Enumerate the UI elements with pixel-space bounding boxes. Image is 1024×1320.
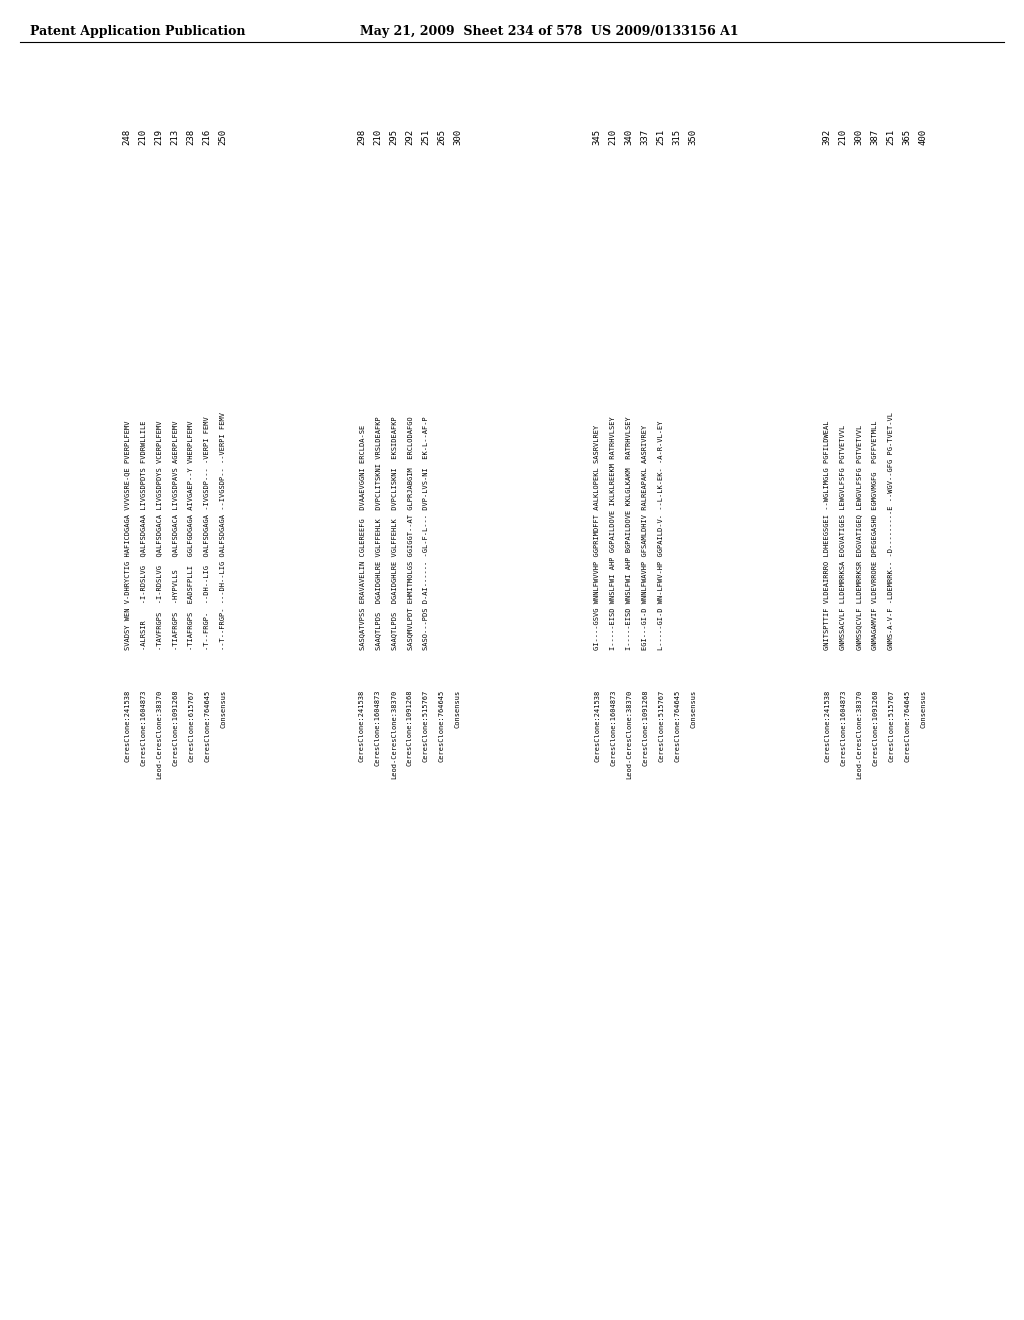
Text: CeresClone:1091268: CeresClone:1091268 [407,690,413,767]
Text: 250: 250 [218,129,227,145]
Text: 292: 292 [406,129,415,145]
Text: CeresClone:1604873: CeresClone:1604873 [610,690,616,767]
Text: CeresClone:1091268: CeresClone:1091268 [642,690,648,767]
Text: SVADSY WEN V-DHRYCTIG HAFICDGAGA VVVGSRE-QE PVERPLFEMV: SVADSY WEN V-DHRYCTIG HAFICDGAGA VVVGSRE… [124,421,130,649]
Text: I-----EISD WNSLFWI AHP BGPAILDOVE KKLGLKAKM  RATRHVLSEY: I-----EISD WNSLFWI AHP BGPAILDOVE KKLGLK… [626,416,632,649]
Text: CeresClone:515767: CeresClone:515767 [658,690,664,762]
Text: 251: 251 [422,129,430,145]
Text: --T--FRGP- ---DH--LIG OALFSDGAGA --IVGSDP-- --VERPI FEMV: --T--FRGP- ---DH--LIG OALFSDGAGA --IVGSD… [220,412,226,649]
Text: I-----EISD WNSLFWI AHP GGPAILDOVE IKLKLREEKM RATRHVLSEY: I-----EISD WNSLFWI AHP GGPAILDOVE IKLKLR… [610,416,616,649]
Text: SAAQTLPDS  DGAIDGHLRE VGLFFEHLK  DVPCLISKNI  EKSIDEAFKP: SAAQTLPDS DGAIDGHLRE VGLFFEHLK DVPCLISKN… [391,416,397,649]
Text: GNITSPTTIF VLDEAIRRRO LDHEEGSGEI --WGLIMGLG PGFILDWEAL: GNITSPTTIF VLDEAIRRRO LDHEEGSGEI --WGLIM… [824,421,830,649]
Text: CeresClone:515767: CeresClone:515767 [888,690,894,762]
Text: 300: 300 [854,129,863,145]
Text: CeresClone:241538: CeresClone:241538 [359,690,365,762]
Text: May 21, 2009  Sheet 234 of 578  US 2009/0133156 A1: May 21, 2009 Sheet 234 of 578 US 2009/01… [360,25,738,38]
Text: 387: 387 [870,129,880,145]
Text: -TIAFRGPS  -HYPVLLS   QALFSDGACA LIVGSDPAVS AGERPLFEMV: -TIAFRGPS -HYPVLLS QALFSDGACA LIVGSDPAVS… [172,421,178,649]
Text: Patent Application Publication: Patent Application Publication [30,25,246,38]
Text: SASQATVPSS ERAVAVELIN CGLEREEFG  DVAAEVGGNI ERCLDA-SE: SASQATVPSS ERAVAVELIN CGLEREEFG DVAAEVGG… [359,425,365,649]
Text: CeresClone:764645: CeresClone:764645 [674,690,680,762]
Text: CeresClone:241538: CeresClone:241538 [124,690,130,762]
Text: 340: 340 [625,129,634,145]
Text: 251: 251 [887,129,896,145]
Text: CeresClone:515767: CeresClone:515767 [423,690,429,762]
Text: 219: 219 [155,129,164,145]
Text: 300: 300 [454,129,463,145]
Text: CeresClone:764645: CeresClone:764645 [204,690,210,762]
Text: CeresClone:764645: CeresClone:764645 [904,690,910,762]
Text: 315: 315 [673,129,682,145]
Text: -T--FRGP-  --DH--LIG  OALFSDGAGA -IVGSDP--- -VERPI FEMV: -T--FRGP- --DH--LIG OALFSDGAGA -IVGSDP--… [204,416,210,649]
Text: CeresClone:1604873: CeresClone:1604873 [140,690,146,767]
Text: Leod-CeresClone:38370: Leod-CeresClone:38370 [626,690,632,779]
Text: 210: 210 [374,129,383,145]
Text: -TAVFRGPS  -I-RDSLVG  QALFSDGACA LIVGSDPDYS VCERPLFEMV: -TAVFRGPS -I-RDSLVG QALFSDGACA LIVGSDPDY… [156,421,162,649]
Text: CeresClone:1604873: CeresClone:1604873 [840,690,846,767]
Text: -TIAFRGPS  EADSFPLLI  GGLFGDGAGA AIVGAEP--Y VHERPLFEMV: -TIAFRGPS EADSFPLLI GGLFGDGAGA AIVGAEP--… [188,421,194,649]
Text: Leod-CeresClone:38370: Leod-CeresClone:38370 [391,690,397,779]
Text: 298: 298 [357,129,367,145]
Text: 238: 238 [186,129,196,145]
Text: GNMS-A-V-F -LDEMRRK-- -D---------E --WGV--GFG PG-TVET-VL: GNMS-A-V-F -LDEMRRK-- -D---------E --WGV… [888,412,894,649]
Text: CeresClone:241538: CeresClone:241538 [824,690,830,762]
Text: SAAQTLPDS  DGAIDGHLRE VGLFFEHLK  DVPCLITSKNI VRSLDEAFKP: SAAQTLPDS DGAIDGHLRE VGLFFEHLK DVPCLITSK… [375,416,381,649]
Text: 210: 210 [138,129,147,145]
Text: 337: 337 [640,129,649,145]
Text: GNMSSQCVLF LLDEMRRKSR EDGVATIGEQ LEWGVLFSFG PGTVETVVL: GNMSSQCVLF LLDEMRRKSR EDGVATIGEQ LEWGVLF… [856,425,862,649]
Text: CeresClone:1091268: CeresClone:1091268 [172,690,178,767]
Text: 210: 210 [839,129,848,145]
Text: GI----GSVG WNNLFWVVHP GGPRIMDFFT AALKLOPEKL SASRVLREY: GI----GSVG WNNLFWVVHP GGPRIMDFFT AALKLOP… [594,425,600,649]
Text: L-----GI-D WN-LFWV-HP GGPAILD-V- --L-LK-EK- -A-R-VL-EY: L-----GI-D WN-LFWV-HP GGPAILD-V- --L-LK-… [658,421,664,649]
Text: 216: 216 [203,129,212,145]
Text: 248: 248 [123,129,131,145]
Text: Leod-CeresClone:38370: Leod-CeresClone:38370 [156,690,162,779]
Text: CeresClone:615767: CeresClone:615767 [188,690,194,762]
Text: GNMAGAMVIF VLDEVRRORE DPEGEGASHD EGMGVMGFG  PGFFVETMLL: GNMAGAMVIF VLDEVRRORE DPEGEGASHD EGMGVMG… [872,421,878,649]
Text: CeresClone:1091268: CeresClone:1091268 [872,690,878,767]
Text: Leod-CeresClone:38370: Leod-CeresClone:38370 [856,690,862,779]
Text: EGI---GI-D WNNLFWAVHP GFSAMLDHIV RALREAPAKL AASRIVREY: EGI---GI-D WNNLFWAVHP GFSAMLDHIV RALREAP… [642,425,648,649]
Text: GNMSSACVLF LLDEMRRKSA EOGVATIGES LEWGVLFSFG PGTVETVVL: GNMSSACVLF LLDEMRRKSA EOGVATIGES LEWGVLF… [840,425,846,649]
Text: 210: 210 [608,129,617,145]
Text: 213: 213 [171,129,179,145]
Text: 295: 295 [389,129,398,145]
Text: CeresClone:241538: CeresClone:241538 [594,690,600,762]
Text: 251: 251 [656,129,666,145]
Text: CeresClone:764645: CeresClone:764645 [439,690,445,762]
Text: Consensus: Consensus [920,690,926,729]
Text: -ALRSIR    -I-RDSLVG  QALFSDGAAA LIVGSDPDTS FVDRWLLILE: -ALRSIR -I-RDSLVG QALFSDGAAA LIVGSDPDTS … [140,421,146,649]
Text: 345: 345 [593,129,601,145]
Text: 365: 365 [902,129,911,145]
Text: SASO---PDS D-AI------ -GL-F-L--- DVP-LVS-NI  EK-L--AF-P: SASO---PDS D-AI------ -GL-F-L--- DVP-LVS… [423,416,429,649]
Text: Consensus: Consensus [455,690,461,729]
Text: Consensus: Consensus [220,690,226,729]
Text: 400: 400 [919,129,928,145]
Text: 265: 265 [437,129,446,145]
Text: 392: 392 [822,129,831,145]
Text: 350: 350 [688,129,697,145]
Text: CeresClone:1604873: CeresClone:1604873 [375,690,381,767]
Text: Consensus: Consensus [690,690,696,729]
Text: SASQMVLPDT EHMITMOLGS GGIGGT--AT GLPRJABGIM  ERCLODAFGO: SASQMVLPDT EHMITMOLGS GGIGGT--AT GLPRJAB… [407,416,413,649]
